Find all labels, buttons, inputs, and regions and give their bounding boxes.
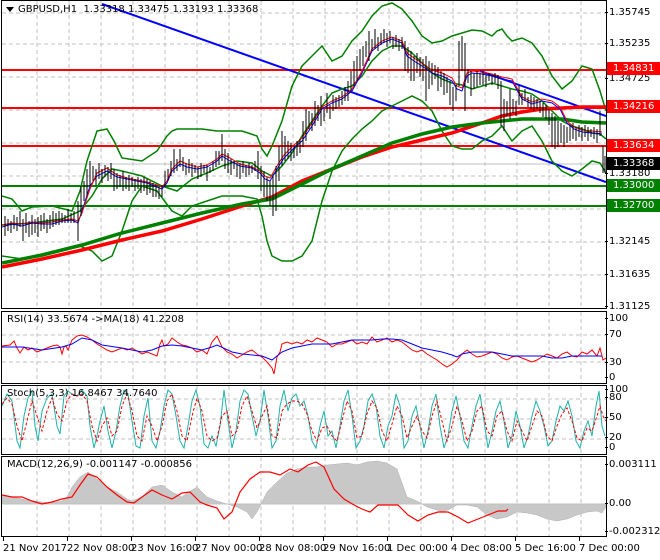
rsi-panel: RSI(14) 33.5674 ->MA(18) 41.2208 100 70 … — [0, 310, 660, 384]
rsi-line — [2, 334, 606, 375]
rsi-tick: 0 — [604, 372, 616, 383]
time-axis[interactable]: 21 Nov 2017 22 Nov 08:00 23 Nov 16:00 27… — [0, 537, 660, 560]
stoch-k-line — [2, 388, 606, 450]
time-tick — [131, 537, 132, 541]
support-tag-1: 1.33000 — [607, 179, 660, 192]
time-label: 28 Nov 08:00 — [259, 543, 327, 554]
stoch-plot-area[interactable]: Stoch(5,3,3) 16.8467 34.7640 — [1, 385, 607, 455]
ma-fast — [2, 117, 606, 265]
symbol-label: GBPUSD,H1 — [18, 4, 78, 15]
macd-signal-line — [2, 461, 509, 524]
resistance-tag-2: 1.34216 — [607, 100, 660, 113]
time-label: 1 Dec 00:00 — [387, 543, 448, 554]
time-tick — [67, 537, 68, 541]
macd-tick: 0.00 — [604, 498, 632, 509]
rsi-tick: 70 — [605, 329, 622, 340]
macd-label: MACD(12,26,9) -0.001147 -0.000856 — [7, 459, 192, 470]
macd-tick: 0.003111 — [605, 459, 657, 470]
last-price-tag: 1.33368 — [607, 157, 660, 170]
stoch-panel: Stoch(5,3,3) 16.8467 34.7640 100 80 50 2… — [0, 384, 660, 456]
time-label: 23 Nov 16:00 — [131, 543, 199, 554]
stoch-tick: 80 — [605, 392, 622, 403]
time-tick — [451, 537, 452, 541]
price-panel: GBPUSD,H1 1.33318 1.33475 1.33193 1.3336… — [1, 0, 660, 312]
rsi-axis: 100 70 30 0 — [604, 310, 660, 384]
time-label: 29 Nov 16:00 — [323, 543, 391, 554]
macd-plot-area[interactable]: MACD(12,26,9) -0.001147 -0.000856 — [1, 456, 607, 537]
price-plot-area[interactable]: GBPUSD,H1 1.33318 1.33475 1.33193 1.3336… — [1, 0, 607, 309]
time-tick — [387, 537, 388, 541]
macd-axis: 0.003111 0.00 -0.002312 — [604, 456, 660, 537]
price-tick: 1.35235 — [604, 38, 651, 49]
stoch-tick: 20 — [605, 432, 622, 443]
stoch-axis: 100 80 50 20 0 — [604, 384, 660, 456]
time-tick — [259, 537, 260, 541]
time-label: 7 Dec 00:00 — [579, 543, 640, 554]
rsi-plot-area[interactable]: RSI(14) 33.5674 ->MA(18) 41.2208 — [1, 311, 607, 384]
time-label: 22 Nov 08:00 — [67, 543, 135, 554]
macd-histogram — [2, 460, 606, 522]
ohlc-values: 1.33318 1.33475 1.33193 1.33368 — [83, 4, 259, 15]
bollinger-lower — [2, 95, 606, 262]
macd-grid — [36, 457, 582, 536]
resistance-tag-3: 1.33634 — [607, 139, 660, 152]
stoch-tick: 0 — [604, 442, 616, 453]
resistance-tag-1: 1.34831 — [607, 62, 660, 75]
time-tick — [515, 537, 516, 541]
symbol-header: GBPUSD,H1 1.33318 1.33475 1.33193 1.3336… — [6, 4, 258, 15]
stoch-tick: 50 — [605, 412, 622, 423]
rsi-grid — [2, 312, 606, 383]
time-label: 4 Dec 08:00 — [451, 543, 512, 554]
macd-tick: -0.002312 — [604, 526, 660, 537]
stoch-label: Stoch(5,3,3) 16.8467 34.7640 — [7, 388, 158, 399]
price-tick: 1.31125 — [604, 301, 651, 312]
time-tick — [579, 537, 580, 541]
price-chart-svg — [2, 1, 606, 308]
rsi-tick: 30 — [605, 357, 622, 368]
rsi-label: RSI(14) 33.5674 ->MA(18) 41.2208 — [7, 314, 184, 325]
time-label: 21 Nov 2017 — [3, 543, 68, 554]
time-tick — [323, 537, 324, 541]
bollinger-upper — [2, 2, 606, 212]
price-tick: 1.35745 — [604, 7, 651, 18]
time-label: 27 Nov 00:00 — [195, 543, 263, 554]
price-tick: 1.34725 — [604, 73, 651, 84]
price-axis[interactable]: 1.35745 1.35235 1.34725 1.33180 1.32145 … — [604, 0, 660, 312]
price-tick: 1.32145 — [604, 236, 651, 247]
trend-channel-lower[interactable] — [101, 3, 606, 183]
stoch-d-line — [2, 392, 606, 443]
support-tag-2: 1.32700 — [607, 199, 660, 212]
price-grid — [2, 1, 606, 308]
price-bars — [4, 29, 606, 241]
stoch-grid — [2, 386, 606, 454]
macd-panel: MACD(12,26,9) -0.001147 -0.000856 0.0031… — [0, 456, 660, 537]
macd-chart-svg — [2, 457, 606, 536]
rsi-tick: 100 — [604, 313, 629, 324]
price-tick: 1.33180 — [604, 168, 651, 179]
rsi-ma-line — [2, 337, 602, 361]
stoch-tick: 100 — [604, 384, 629, 395]
rsi-chart-svg — [2, 312, 606, 383]
time-tick — [3, 537, 4, 541]
time-tick — [195, 537, 196, 541]
stoch-chart-svg — [2, 386, 606, 454]
time-label: 5 Dec 16:00 — [515, 543, 576, 554]
price-tick: 1.31635 — [604, 269, 651, 280]
dropdown-triangle-icon[interactable] — [6, 6, 14, 12]
